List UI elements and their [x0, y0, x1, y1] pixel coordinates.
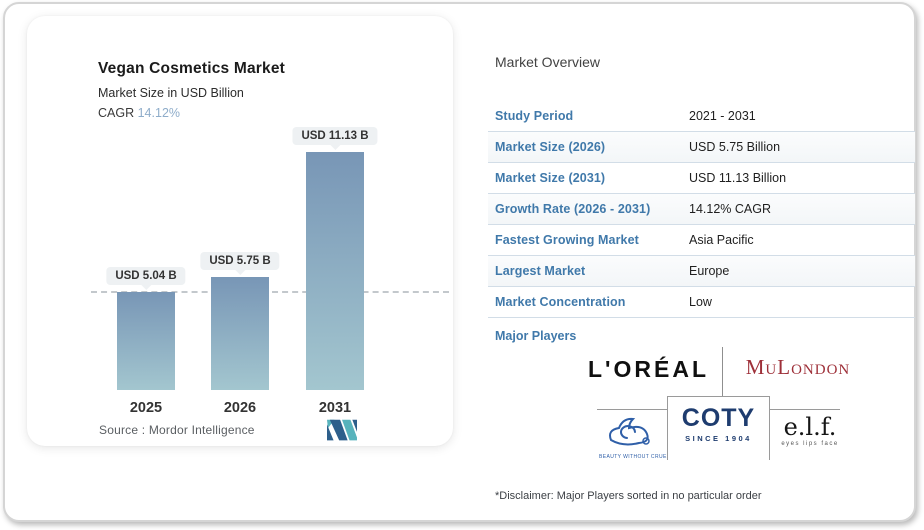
row-value: Europe	[689, 264, 730, 278]
disclaimer-text: *Disclaimer: Major Players sorted in no …	[495, 490, 762, 502]
row-label: Study Period	[495, 109, 574, 123]
mordor-intelligence-logo-icon	[327, 419, 357, 441]
loreal-logo: L'ORÉAL	[587, 356, 710, 382]
row-label: Market Size (2031)	[495, 171, 606, 185]
bar-value-label-2031: USD 11.13 B	[292, 127, 378, 145]
bar-2026	[211, 277, 269, 390]
table-row-fastest-growing-market: Fastest Growing Market Asia Pacific	[488, 225, 915, 256]
overview-title: Market Overview	[495, 54, 601, 70]
chart-subtitle: Market Size in USD Billion	[98, 86, 244, 100]
coty-logo: COTY SINCE 1904	[667, 396, 770, 460]
x-axis-label-2026: 2026	[223, 400, 257, 416]
elf-logo: e.l.f. eyes lips face	[777, 413, 843, 448]
row-value: 14.12% CAGR	[689, 202, 771, 216]
logo-grid-horizontal-divider-right	[770, 409, 840, 410]
elf-tagline: eyes lips face	[781, 441, 839, 448]
logo-grid-vertical-divider	[722, 347, 723, 396]
reference-dashed-line	[91, 291, 449, 293]
bar-value-label-2025: USD 5.04 B	[106, 267, 186, 285]
cagr-label: CAGR	[98, 106, 135, 120]
row-label: Growth Rate (2026 - 2031)	[495, 202, 651, 216]
bar-2031	[306, 152, 364, 390]
major-players-label: Major Players	[495, 329, 577, 343]
x-axis-label-2031: 2031	[318, 400, 352, 416]
table-row-market-concentration: Market Concentration Low	[488, 287, 915, 318]
chart-title: Vegan Cosmetics Market	[98, 60, 286, 77]
logo-grid-horizontal-divider-left	[597, 409, 667, 410]
row-label: Market Size (2026)	[495, 140, 606, 154]
table-row-growth-rate: Growth Rate (2026 - 2031) 14.12% CAGR	[488, 194, 915, 225]
bar-value-label-2026: USD 5.75 B	[200, 252, 280, 270]
cagr-value: 14.12%	[137, 106, 181, 120]
table-row-market-size-2026: Market Size (2026) USD 5.75 Billion	[488, 132, 915, 163]
table-row-largest-market: Largest Market Europe	[488, 256, 915, 287]
row-label: Market Concentration	[495, 295, 626, 309]
infographic-frame: Vegan Cosmetics Market Market Size in US…	[3, 2, 916, 522]
row-value: USD 5.75 Billion	[689, 140, 781, 154]
coty-wordmark: COTY	[681, 404, 756, 432]
chart-cagr-line: CAGR 14.12%	[98, 106, 180, 120]
bwc-caption: BEAUTY WITHOUT CRUELTY	[599, 454, 677, 460]
elf-wordmark: e.l.f.	[783, 413, 837, 441]
table-row-market-size-2031: Market Size (2031) USD 11.13 Billion	[488, 163, 915, 194]
overview-table: Study Period 2021 - 2031 Market Size (20…	[488, 101, 915, 318]
chart-card: Vegan Cosmetics Market Market Size in US…	[27, 16, 453, 446]
beauty-without-cruelty-logo: BEAUTY WITHOUT CRUELTY	[599, 410, 677, 460]
x-axis-label-2025: 2025	[129, 400, 163, 416]
bar-2025	[117, 292, 175, 390]
row-value: USD 11.13 Billion	[689, 171, 787, 185]
mulondon-logo: MuLondon	[745, 355, 851, 379]
row-label: Fastest Growing Market	[495, 233, 639, 247]
source-text: Source : Mordor Intelligence	[99, 423, 255, 437]
table-row-study-period: Study Period 2021 - 2031	[488, 101, 915, 132]
row-value: Low	[689, 295, 712, 309]
coty-since-1904: SINCE 1904	[685, 434, 752, 443]
rabbit-icon	[609, 417, 650, 446]
row-value: 2021 - 2031	[689, 109, 756, 123]
row-label: Largest Market	[495, 264, 586, 278]
row-value: Asia Pacific	[689, 233, 754, 247]
